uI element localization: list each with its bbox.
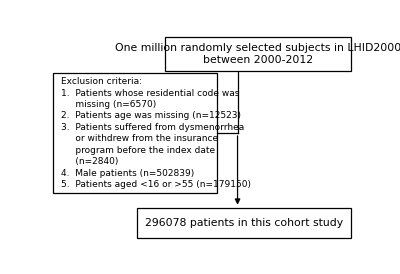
Text: One million randomly selected subjects in LHID2000
between 2000-2012: One million randomly selected subjects i…	[114, 42, 400, 65]
FancyBboxPatch shape	[53, 73, 218, 193]
FancyBboxPatch shape	[165, 37, 351, 71]
FancyBboxPatch shape	[137, 208, 351, 238]
Text: Exclusion criteria:
1.  Patients whose residential code was
     missing (n=6570: Exclusion criteria: 1. Patients whose re…	[61, 77, 251, 189]
Text: 296078 patients in this cohort study: 296078 patients in this cohort study	[145, 218, 343, 228]
